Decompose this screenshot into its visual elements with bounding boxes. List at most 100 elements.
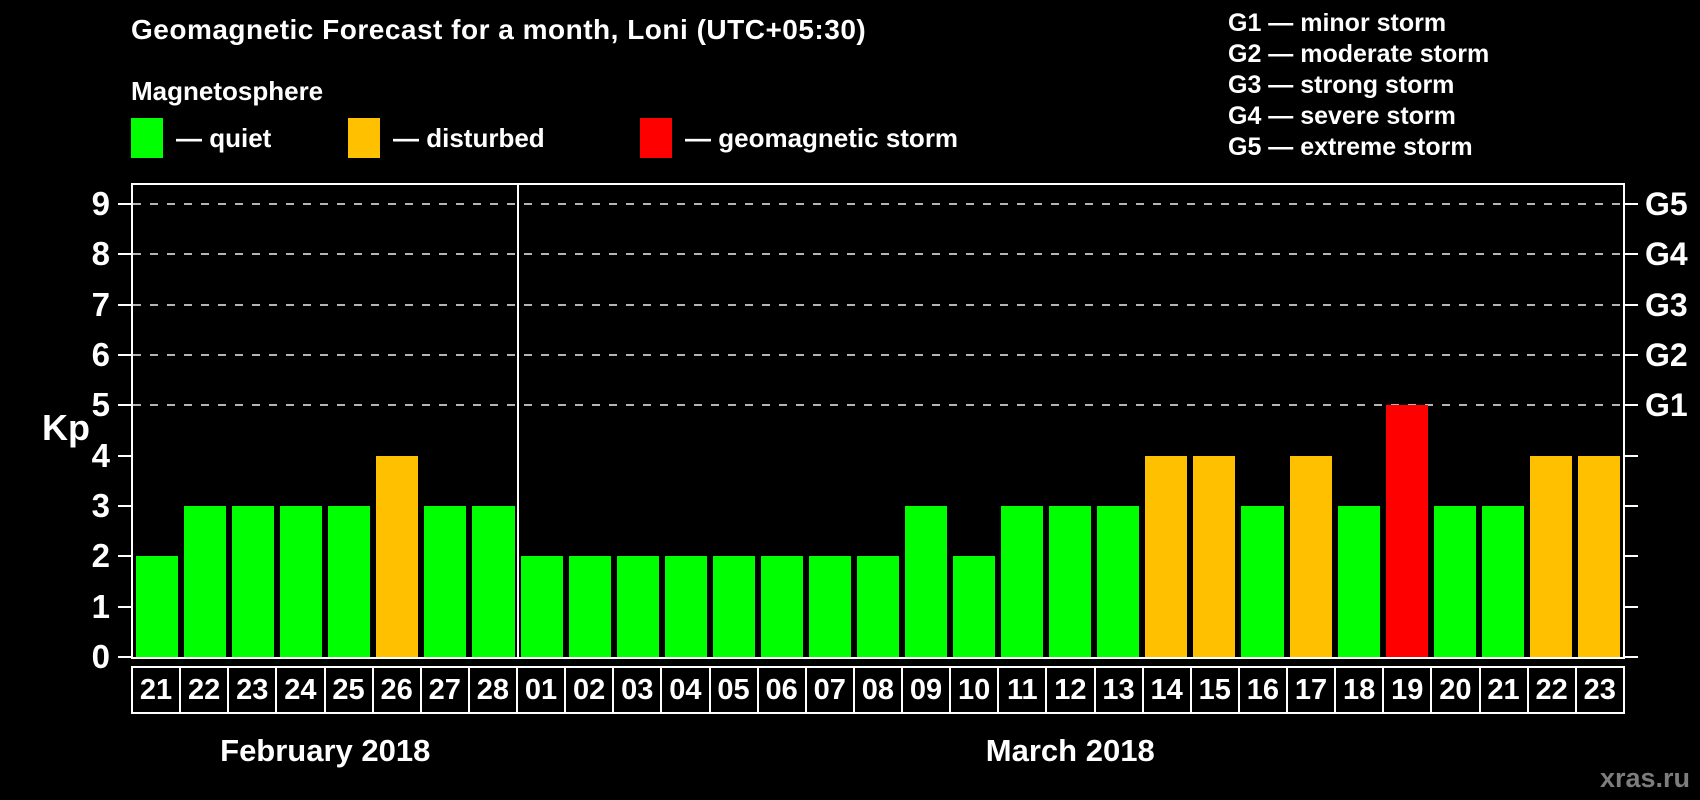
- kp-bar-day-06: [760, 556, 803, 657]
- kp-bar-day-11: [1001, 506, 1044, 657]
- day-label-22: 22: [179, 666, 230, 714]
- legend-label-storm: — geomagnetic storm: [685, 122, 959, 153]
- kp-bar-day-22: [184, 506, 227, 657]
- day-label-13: 13: [1093, 666, 1144, 714]
- kp-bar-day-13: [1097, 506, 1140, 657]
- day-label-23: 23: [1574, 666, 1625, 714]
- day-label-15: 15: [1189, 666, 1240, 714]
- kp-bar-day-01: [520, 556, 563, 657]
- y-tick-label-2: 2: [91, 537, 110, 575]
- g-scale-line-g3: G3 — strong storm: [1228, 71, 1455, 99]
- y-tick-right-5: [1625, 404, 1638, 407]
- y-tick-label-6: 6: [91, 336, 110, 373]
- kp-bar-day-04: [664, 556, 707, 657]
- day-label-14: 14: [1141, 666, 1192, 714]
- kp-bar-day-28: [472, 506, 515, 657]
- y-tick-right-4: [1625, 454, 1638, 457]
- day-label-01: 01: [516, 666, 567, 714]
- day-label-09: 09: [901, 666, 952, 714]
- kp-bar-day-14: [1145, 455, 1188, 657]
- y-tick-label-8: 8: [91, 235, 110, 273]
- month-label-0: February 2018: [220, 733, 431, 768]
- kp-bar-day-17: [1289, 455, 1332, 657]
- y-tick-right-8: [1625, 253, 1638, 256]
- kp-bar-day-20: [1433, 506, 1476, 657]
- day-label-21: 21: [131, 666, 182, 714]
- day-label-06: 06: [756, 666, 807, 714]
- kp-bar-day-24: [280, 506, 323, 657]
- kp-bar-day-26: [376, 455, 419, 657]
- day-label-row: 21 22 23 24 25 26 27 28 01 02 03 04 05 06 07 08 09 10 11 12…: [131, 666, 1625, 714]
- y-tick-left-8: [118, 253, 131, 256]
- g-axis-label-g5: G5: [1645, 186, 1688, 222]
- disturbed-color-swatch: [348, 118, 380, 158]
- day-label-22: 22: [1526, 666, 1577, 714]
- watermark: xras.ru: [1599, 763, 1690, 793]
- day-label-23: 23: [227, 666, 278, 714]
- g-scale-line-g4: G4 — severe storm: [1228, 102, 1456, 130]
- y-tick-left-6: [118, 354, 131, 356]
- y-tick-left-2: [118, 555, 131, 558]
- y-tick-right-6: [1625, 354, 1638, 356]
- legend-label-quiet: — quiet: [176, 122, 272, 153]
- day-label-26: 26: [371, 666, 422, 714]
- kp-bar-day-22: [1529, 455, 1572, 657]
- y-tick-label-9: 9: [91, 185, 110, 222]
- g-scale-line-g1: G1 — minor storm: [1228, 9, 1447, 37]
- kp-bar-day-05: [712, 556, 755, 657]
- legend-label-disturbed: — disturbed: [393, 122, 545, 153]
- kp-bar-day-02: [568, 556, 611, 657]
- kp-bar-day-21: [136, 556, 179, 657]
- day-label-27: 27: [419, 666, 470, 714]
- day-label-24: 24: [275, 666, 326, 714]
- y-tick-left-4: [118, 454, 131, 457]
- day-label-03: 03: [612, 666, 663, 714]
- day-label-07: 07: [804, 666, 855, 714]
- y-tick-label-7: 7: [91, 285, 110, 323]
- g-axis-label-g3: G3: [1645, 286, 1688, 323]
- kp-bar-day-03: [616, 556, 659, 657]
- y-tick-label-4: 4: [91, 436, 110, 474]
- y-tick-right-0: [1625, 656, 1638, 658]
- month-label-1: March 2018: [985, 733, 1155, 768]
- storm-color-swatch: [640, 118, 672, 158]
- day-label-18: 18: [1334, 666, 1385, 714]
- grid-line-kp9: [133, 203, 1623, 205]
- day-label-02: 02: [564, 666, 615, 714]
- plot-area: [131, 183, 1625, 659]
- chart-subtitle: Magnetosphere: [131, 76, 324, 106]
- kp-bar-day-07: [808, 556, 851, 657]
- y-tick-right-3: [1625, 505, 1638, 507]
- g-scale-line-g2: G2 — moderate storm: [1228, 40, 1490, 68]
- y-tick-right-1: [1625, 605, 1638, 608]
- y-tick-label-0: 0: [91, 638, 110, 675]
- grid-line-kp5: [133, 404, 1623, 407]
- legend-item-quiet: — quiet: [131, 118, 271, 158]
- kp-bar-day-18: [1337, 506, 1380, 657]
- day-label-19: 19: [1382, 666, 1433, 714]
- y-tick-right-7: [1625, 303, 1638, 306]
- day-label-20: 20: [1430, 666, 1481, 714]
- day-label-28: 28: [467, 666, 518, 714]
- kp-bar-day-21: [1481, 506, 1524, 657]
- kp-bar-day-19: [1385, 405, 1428, 657]
- legend-item-storm: — geomagnetic storm: [640, 118, 958, 158]
- day-label-25: 25: [323, 666, 374, 714]
- kp-bar-day-25: [328, 506, 371, 657]
- kp-bar-day-08: [856, 556, 900, 657]
- y-tick-left-3: [118, 505, 131, 507]
- y-tick-left-9: [118, 203, 131, 205]
- grid-line-kp8: [133, 253, 1623, 256]
- grid-line-kp6: [133, 354, 1623, 356]
- quiet-color-swatch: [131, 118, 163, 158]
- day-label-17: 17: [1286, 666, 1337, 714]
- legend-item-disturbed: — disturbed: [348, 118, 545, 158]
- y-tick-left-5: [118, 404, 131, 407]
- kp-bar-day-09: [905, 506, 948, 657]
- y-axis-title: Kp: [42, 406, 90, 448]
- g-scale-line-g5: G5 — extreme storm: [1228, 133, 1473, 161]
- y-tick-label-1: 1: [91, 587, 110, 625]
- day-label-05: 05: [708, 666, 759, 714]
- kp-bar-day-27: [424, 506, 467, 657]
- kp-bar-day-16: [1241, 506, 1284, 657]
